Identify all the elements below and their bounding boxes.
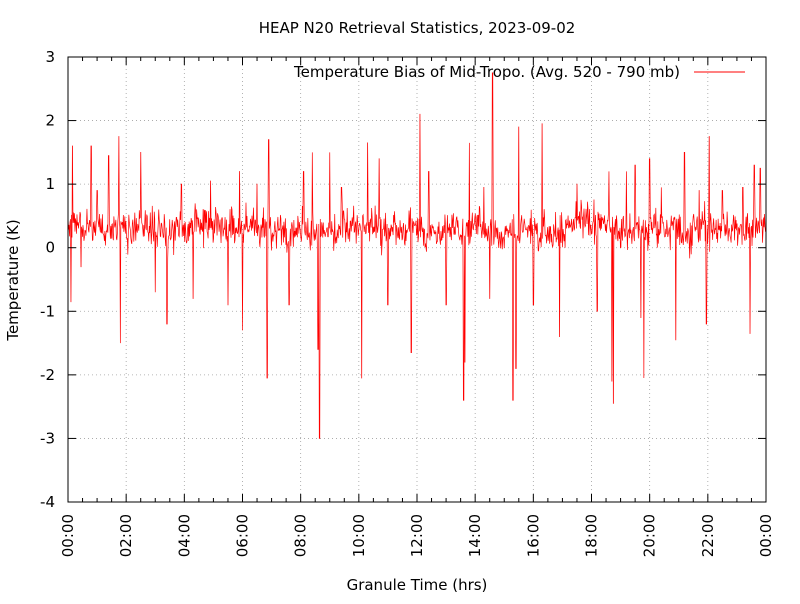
series-line: [68, 73, 766, 439]
x-tick-label: 02:00: [117, 514, 135, 557]
x-axis-label: Granule Time (hrs): [347, 576, 488, 594]
grid-layer: [68, 57, 766, 502]
y-tick-label: -2: [40, 366, 55, 384]
x-tick-label: 06:00: [234, 514, 252, 557]
plot-frame: [68, 57, 766, 502]
y-axis-label: Temperature (K): [4, 219, 22, 341]
y-tick-label: 3: [45, 48, 55, 66]
y-tick-label: -4: [40, 493, 55, 511]
x-tick-label: 12:00: [408, 514, 426, 557]
y-tick-label: 0: [45, 239, 55, 257]
y-tick-label: 2: [45, 112, 55, 130]
legend: Temperature Bias of Mid-Tropo. (Avg. 520…: [293, 63, 745, 81]
y-tick-label: -1: [40, 302, 55, 320]
x-tick-label: 00:00: [59, 514, 77, 557]
x-tick-label: 08:00: [292, 514, 310, 557]
x-tick-label: 14:00: [466, 514, 484, 557]
y-tick-label: 1: [45, 175, 55, 193]
legend-label: Temperature Bias of Mid-Tropo. (Avg. 520…: [293, 63, 680, 81]
chart-title: HEAP N20 Retrieval Statistics, 2023-09-0…: [259, 19, 576, 37]
x-tick-label: 10:00: [350, 514, 368, 557]
x-tick-label: 22:00: [699, 514, 717, 557]
x-tick-label: 20:00: [641, 514, 659, 557]
y-tick-label: -3: [40, 429, 55, 447]
x-tick-label: 16:00: [524, 514, 542, 557]
x-tick-label: 18:00: [583, 514, 601, 557]
x-tick-label: 04:00: [175, 514, 193, 557]
plot-layer: [68, 73, 766, 439]
x-tick-label: 00:00: [757, 514, 775, 557]
axis-layer: -4 -3 -2 -1 0 1 2 3 00:00 02:00 04:00 06:00 08:00 10:…: [40, 48, 775, 557]
